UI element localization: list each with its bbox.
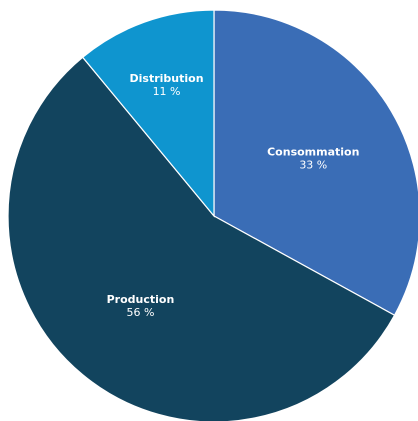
pie-slice-production xyxy=(7,56,396,421)
slices-layer xyxy=(7,9,418,421)
slice-label-consommation: Consommation xyxy=(267,145,359,158)
slice-value-production: 56 % xyxy=(126,306,154,319)
slice-value-consommation: 33 % xyxy=(299,158,327,171)
pie-slice-consommation xyxy=(213,9,418,317)
slice-label-production: Production xyxy=(107,293,175,306)
slice-value-distribution: 11 % xyxy=(153,85,181,98)
slice-label-distribution: Distribution xyxy=(130,72,204,85)
pie-slice-distribution xyxy=(81,9,215,218)
